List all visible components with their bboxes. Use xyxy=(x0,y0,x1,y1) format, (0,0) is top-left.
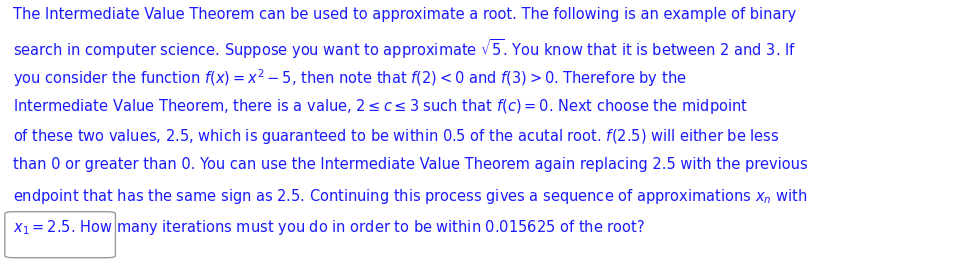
Text: you consider the function $f(x) = x^2 - 5$, then note that $f(2) < 0$ and $f(3) : you consider the function $f(x) = x^2 - … xyxy=(13,67,685,89)
Text: search in computer science. Suppose you want to approximate $\sqrt{5}$. You know: search in computer science. Suppose you … xyxy=(13,37,796,61)
Text: Intermediate Value Theorem, there is a value, $2 \leq c \leq 3$ such that $f(c) : Intermediate Value Theorem, there is a v… xyxy=(13,97,747,116)
FancyBboxPatch shape xyxy=(5,212,115,258)
Text: of these two values, 2.5, which is guaranteed to be within 0.5 of the acutal roo: of these two values, 2.5, which is guara… xyxy=(13,127,778,146)
Text: $x_1 = 2.5$. How many iterations must you do in order to be within 0.015625 of t: $x_1 = 2.5$. How many iterations must yo… xyxy=(13,218,644,237)
Text: The Intermediate Value Theorem can be used to approximate a root. The following : The Intermediate Value Theorem can be us… xyxy=(13,7,795,22)
Text: than 0 or greater than 0. You can use the Intermediate Value Theorem again repla: than 0 or greater than 0. You can use th… xyxy=(13,157,806,172)
Text: endpoint that has the same sign as 2.5. Continuing this process gives a sequence: endpoint that has the same sign as 2.5. … xyxy=(13,187,806,207)
